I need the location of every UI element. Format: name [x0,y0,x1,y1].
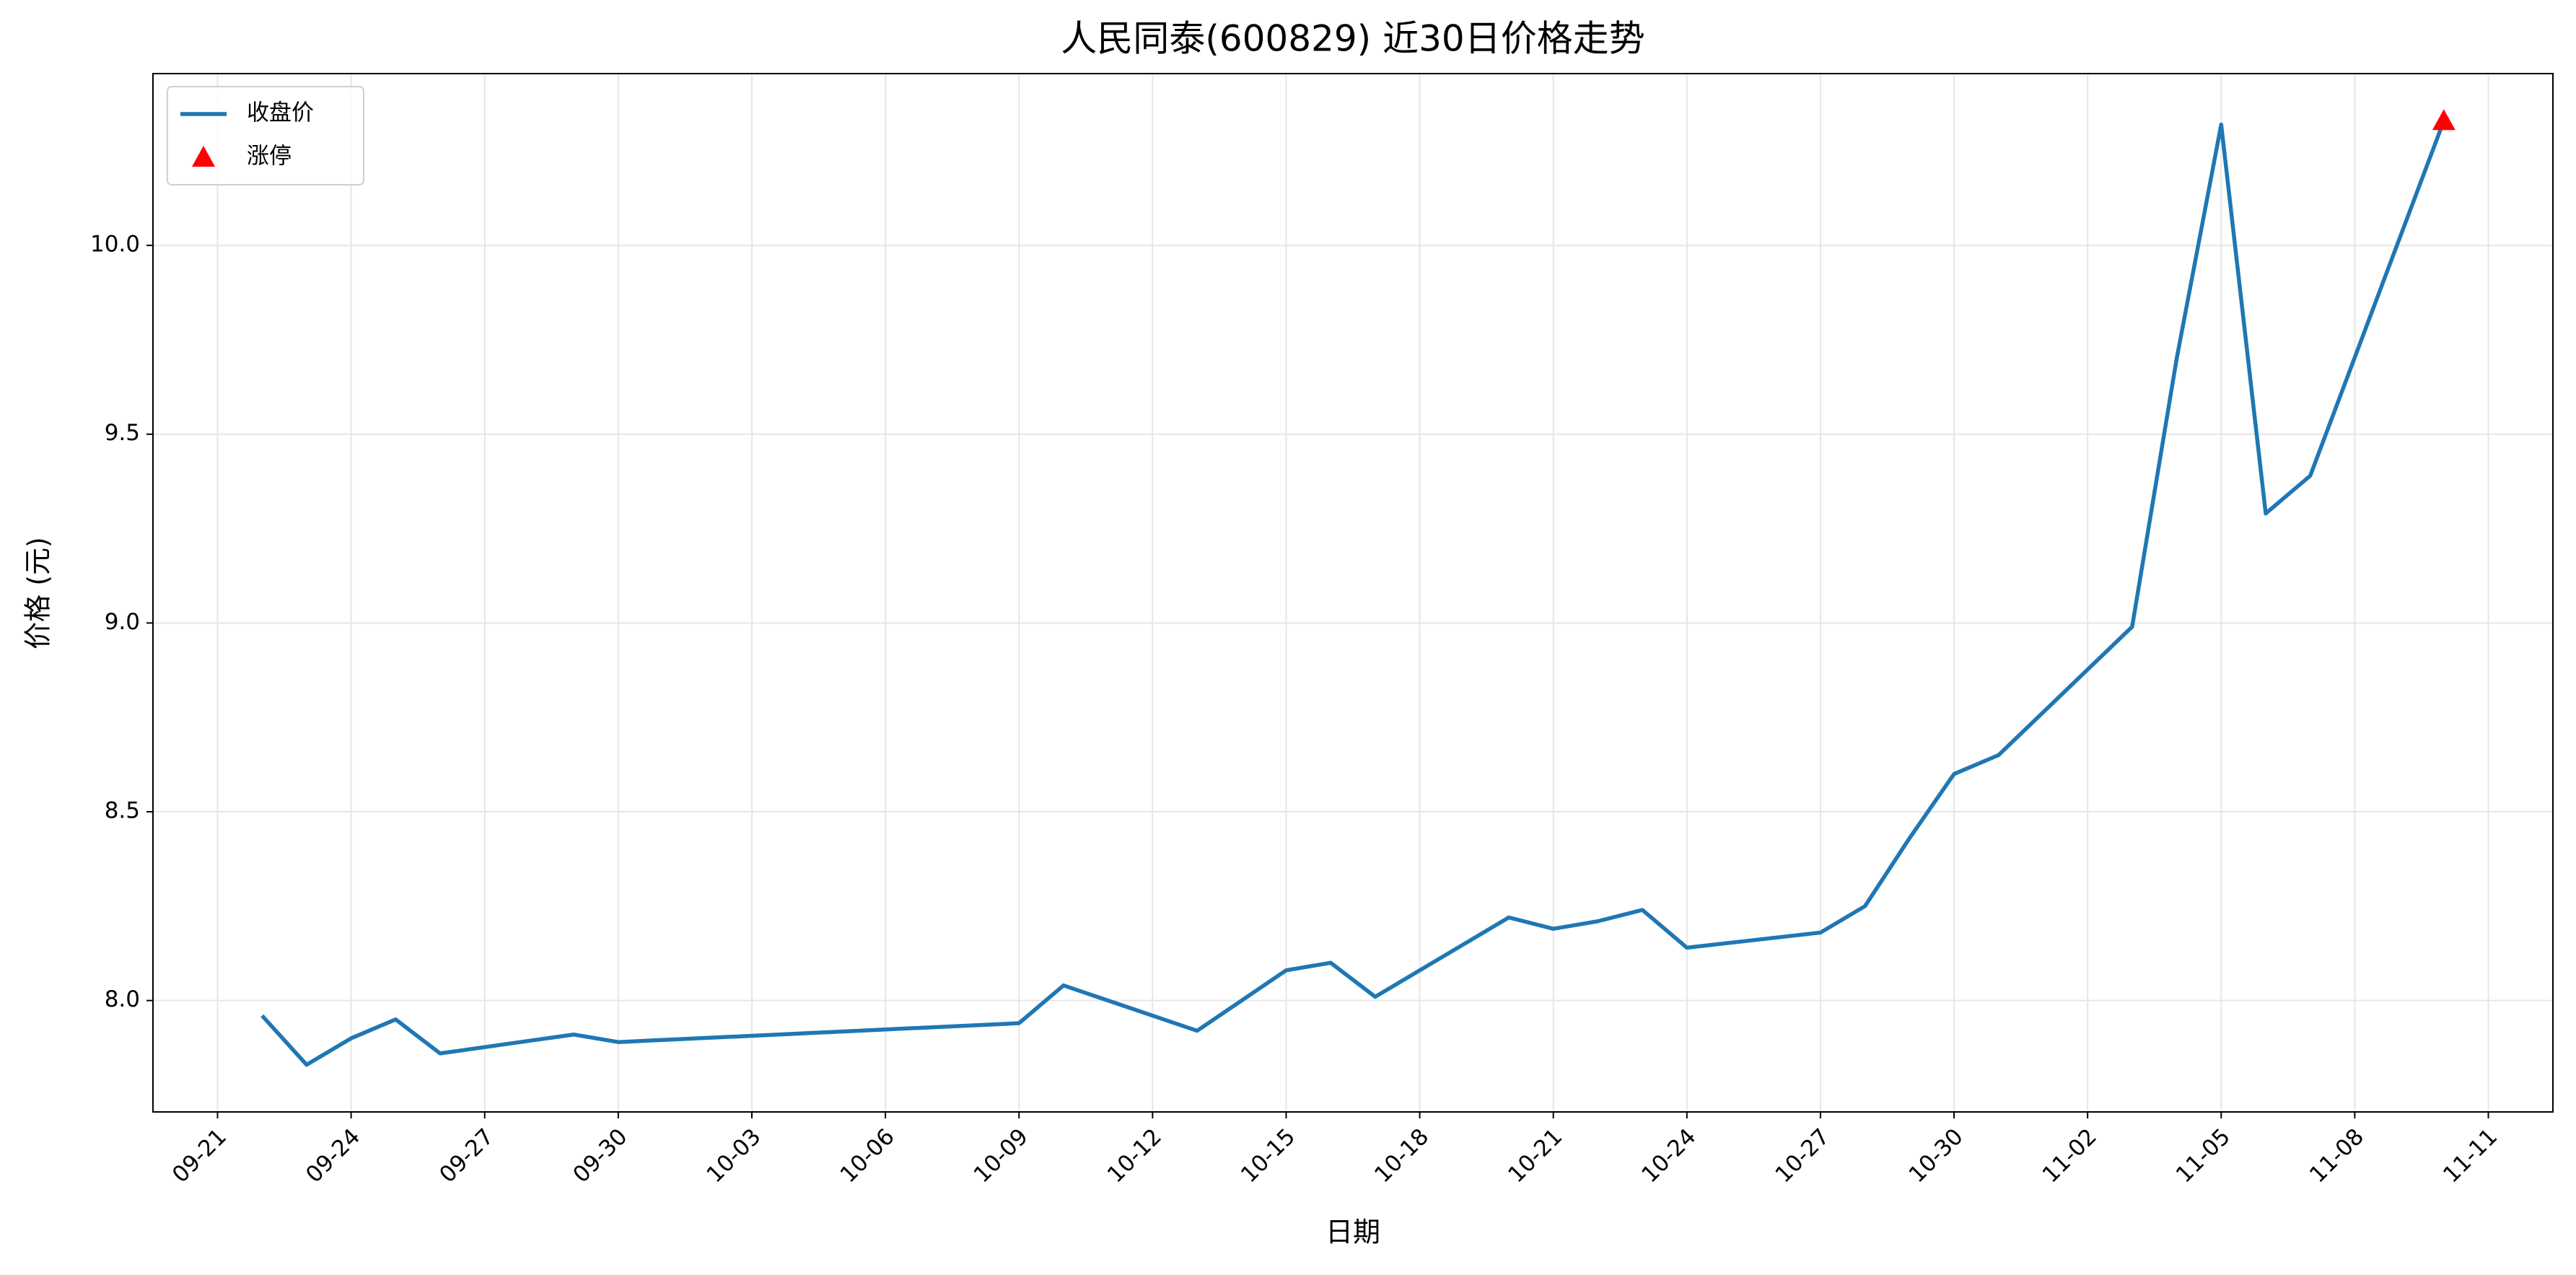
x-tick-label: 10-03 [701,1123,766,1188]
x-tick-label: 09-27 [434,1123,499,1188]
x-tick-label: 10-12 [1103,1123,1167,1188]
legend-swatch [192,146,215,167]
x-axis-label: 日期 [1326,1217,1380,1248]
limit-up-marker [2432,109,2455,131]
x-tick-label: 10-27 [1770,1123,1834,1188]
chart-title: 人民同泰(600829) 近30日价格走势 [1061,18,1644,60]
x-tick-label: 10-18 [1370,1123,1434,1188]
legend-label: 涨停 [247,144,292,170]
x-tick-label: 10-24 [1637,1123,1701,1188]
x-tick-label: 11-05 [2171,1123,2235,1188]
x-tick-label: 11-11 [2438,1123,2502,1188]
y-axis-label: 价格 (元) [22,537,54,649]
price-line [260,120,2446,1067]
legend-label: 收盘价 [247,100,314,126]
x-tick-label: 10-21 [1503,1123,1567,1188]
y-tick-label: 9.0 [105,609,140,635]
x-tick-label: 09-21 [167,1123,232,1188]
y-tick-label: 8.5 [105,797,140,823]
y-tick-label: 10.0 [90,232,140,258]
x-tick-label: 09-30 [568,1123,632,1188]
x-tick-label: 11-08 [2305,1123,2369,1188]
x-tick-label: 10-06 [836,1123,900,1188]
plot-frame [152,73,2554,1113]
x-tick-label: 10-30 [1904,1123,1968,1188]
x-tick-label: 11-02 [2038,1123,2102,1188]
x-tick-label: 10-09 [969,1123,1033,1188]
y-tick-label: 8.0 [105,986,140,1012]
legend-box [167,86,364,185]
y-tick-label: 9.5 [105,420,140,446]
x-tick-label: 10-15 [1236,1123,1300,1188]
x-tick-label: 09-24 [301,1123,365,1188]
